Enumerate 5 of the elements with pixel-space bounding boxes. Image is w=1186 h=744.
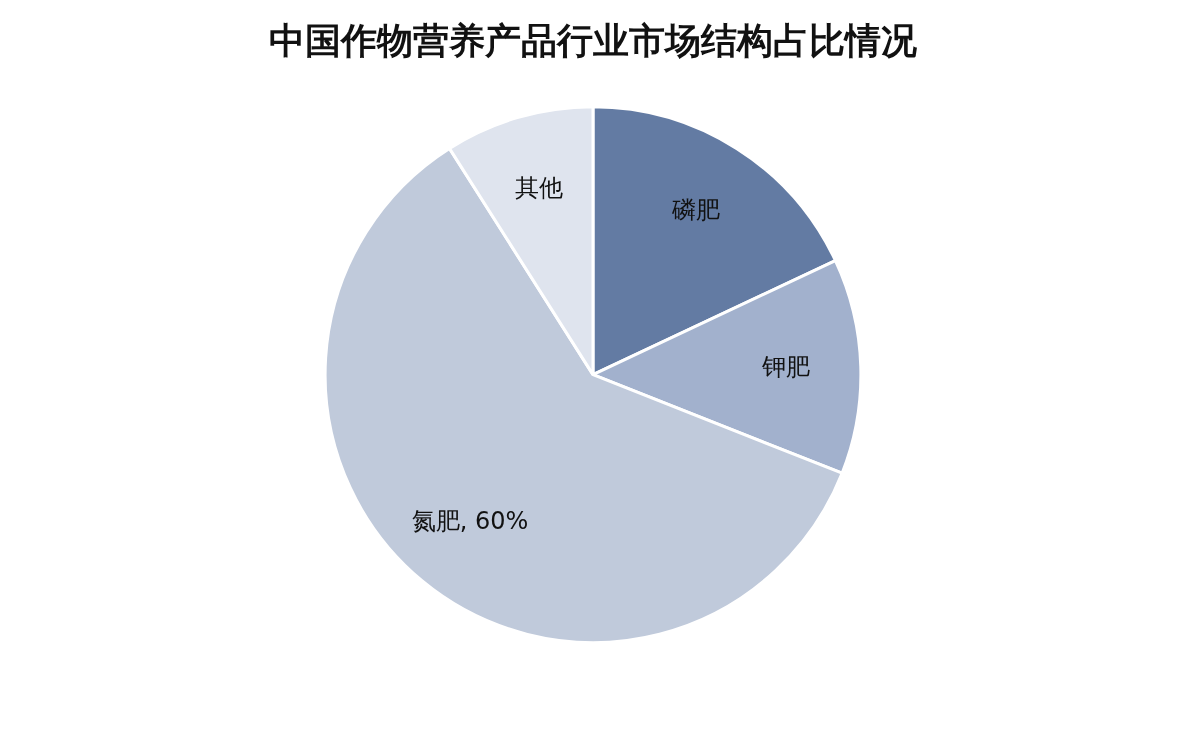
slice-label: 其他 [515, 173, 564, 202]
slice-label: 磷肥 [671, 195, 721, 224]
slice-label: 钾肥 [760, 352, 810, 381]
chart-title: 中国作物营养产品行业市场结构占比情况 [269, 18, 917, 61]
slice-label: 氮肥, 60% [411, 507, 529, 536]
